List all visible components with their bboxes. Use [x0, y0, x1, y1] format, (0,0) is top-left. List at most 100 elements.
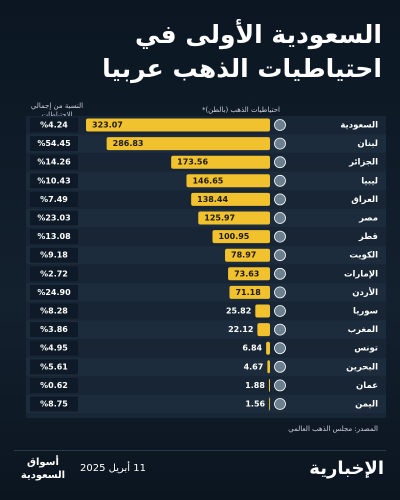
- flag: [274, 174, 286, 187]
- share-label: %7.49: [40, 195, 68, 204]
- flag: [274, 193, 286, 206]
- share-cell: [30, 377, 78, 393]
- value-label: 71.18: [235, 288, 261, 297]
- section-label: أسواق السعودية: [20, 457, 66, 481]
- value-label: 1.88: [245, 381, 265, 390]
- share-cell: [30, 229, 78, 245]
- value-label: 286.83: [113, 139, 144, 148]
- category-label: ليبيا: [361, 176, 378, 186]
- flag: [274, 286, 286, 299]
- share-cell: [30, 359, 78, 375]
- value-header: احتياطيات الذهب (بالطن)*: [201, 106, 280, 114]
- share-cell: [30, 340, 78, 356]
- bar: [266, 341, 270, 355]
- bar: [255, 304, 270, 318]
- chart-title: السعودية الأولى في احتياطيات الذهب عربيا: [102, 20, 382, 83]
- category-label: الإمارات: [344, 269, 378, 279]
- share-label: %4.95: [40, 344, 68, 353]
- brand-logo: الإخبارية: [309, 458, 384, 479]
- bar: [86, 118, 270, 132]
- share-label: %2.72: [40, 269, 68, 278]
- value-label: 100.95: [219, 232, 250, 241]
- category-label: قطر: [358, 232, 378, 242]
- value-label: 22.12: [228, 325, 253, 334]
- bar: [171, 155, 270, 169]
- share-label: %9.18: [40, 251, 68, 260]
- share-cell: [30, 191, 78, 207]
- value-label: 78.97: [231, 251, 256, 260]
- category-label: مصر: [358, 214, 378, 224]
- flag: [274, 379, 286, 392]
- row-band: [26, 357, 386, 376]
- share-cell: [30, 396, 78, 412]
- bar: [191, 192, 270, 206]
- value-label: 138.44: [197, 195, 228, 204]
- flag: [274, 305, 286, 317]
- flag: [274, 323, 286, 336]
- share-header: النسبة من إجمالي الاحتياطات: [30, 102, 84, 119]
- category-label: تونس: [354, 344, 378, 354]
- share-label: %14.26: [37, 158, 71, 167]
- share-cell: [30, 136, 78, 152]
- category-label: الكويت: [349, 251, 378, 261]
- share-label: %10.43: [37, 176, 70, 185]
- category-label: اليمن: [355, 400, 378, 410]
- value-label: 6.84: [242, 344, 262, 353]
- category-label: المغرب: [348, 325, 379, 335]
- category-label: البحرين: [346, 362, 378, 372]
- share-label: %23.03: [37, 214, 70, 223]
- row-band: [26, 283, 386, 302]
- share-label: %54.45: [37, 139, 71, 148]
- category-label: لبنان: [357, 139, 378, 149]
- source: المصدر: مجلس الذهب العالمي: [288, 425, 378, 433]
- share-label: %13.08: [37, 232, 71, 241]
- share-cell: [30, 173, 78, 189]
- row-band: [26, 302, 386, 320]
- divider: [14, 450, 386, 451]
- category-label: الأردن: [352, 287, 378, 298]
- value-label: 125.97: [204, 214, 235, 223]
- bar: [228, 267, 270, 281]
- bar: [229, 285, 270, 299]
- bar: [212, 230, 270, 244]
- value-label: 1.56: [245, 400, 265, 409]
- value-label: 4.67: [244, 362, 264, 371]
- share-label: %4.24: [40, 121, 68, 130]
- flag: [274, 230, 286, 243]
- row-band: [26, 395, 386, 413]
- row-band: [26, 320, 386, 339]
- share-cell: [30, 247, 78, 263]
- value-label: 25.82: [226, 307, 251, 316]
- bar: [186, 174, 270, 188]
- share-cell: [30, 284, 78, 300]
- bar: [267, 360, 270, 374]
- bar: [225, 248, 270, 262]
- category-label: سوريا: [353, 307, 378, 317]
- bar: [106, 137, 270, 151]
- row-band: [26, 264, 386, 283]
- share-cell: [30, 266, 78, 282]
- row-band: [26, 246, 386, 265]
- flag: [274, 360, 286, 373]
- share-label: %0.62: [40, 381, 68, 390]
- flag: [274, 156, 286, 169]
- share-label: %3.86: [40, 325, 68, 334]
- share-label: %8.75: [40, 400, 68, 409]
- share-cell: [30, 210, 78, 226]
- flag: [274, 212, 286, 224]
- flag: [274, 267, 286, 280]
- value-label: 323.07: [92, 121, 123, 130]
- category-label: العراق: [351, 195, 378, 205]
- flag: [274, 398, 286, 410]
- share-label: %5.61: [40, 362, 68, 371]
- share-label: %24.90: [37, 288, 71, 297]
- row-band: [26, 376, 386, 395]
- value-label: 73.63: [234, 269, 259, 278]
- flag: [274, 119, 286, 131]
- date: 11 أبريل 2025: [80, 463, 146, 474]
- share-cell: [30, 322, 78, 338]
- share-cell: [30, 154, 78, 170]
- share-label: %8.28: [40, 307, 68, 316]
- category-label: السعودية: [340, 121, 378, 131]
